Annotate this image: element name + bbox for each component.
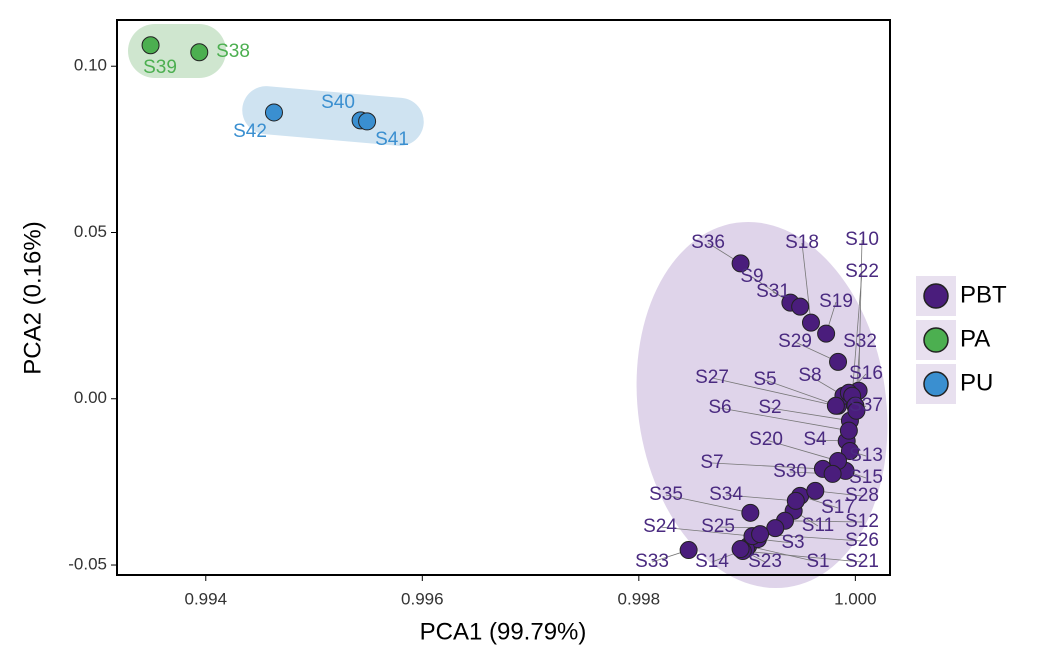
leader-line xyxy=(665,494,751,514)
data-point xyxy=(839,421,858,440)
legend-swatch xyxy=(923,283,949,309)
point-label: S33 xyxy=(635,551,669,572)
data-point xyxy=(358,112,377,131)
data-point xyxy=(786,491,805,510)
leader-line xyxy=(742,550,863,563)
leader-line xyxy=(851,271,863,396)
pu-hull xyxy=(242,86,424,146)
point-label: S26 xyxy=(845,530,879,551)
x-tick-label: 0.998 xyxy=(618,589,661,608)
point-label: S40 xyxy=(321,92,355,113)
point-label: S35 xyxy=(649,484,683,505)
leader-line xyxy=(719,407,849,432)
x-tick-label: 1.000 xyxy=(834,589,877,608)
leader-line xyxy=(764,379,839,407)
data-point xyxy=(823,464,842,483)
data-point xyxy=(731,254,750,273)
data-point xyxy=(190,43,209,62)
y-tick-label: 0.00 xyxy=(74,388,107,407)
point-label: S12 xyxy=(845,511,879,532)
leader-line xyxy=(801,242,812,323)
leader-line xyxy=(765,439,839,462)
x-tick-label: 0.994 xyxy=(185,589,228,608)
point-label: S37 xyxy=(849,395,883,416)
point-label: S9 xyxy=(740,266,763,287)
point-label: S20 xyxy=(749,429,783,450)
data-point xyxy=(741,503,760,522)
y-axis-title: PCA2 (0.16%) xyxy=(19,221,46,374)
legend-swatch xyxy=(923,371,949,397)
data-point xyxy=(826,396,845,415)
point-label: S17 xyxy=(821,497,855,518)
legend-label: PU xyxy=(960,369,993,396)
data-point xyxy=(751,525,770,544)
point-label: S5 xyxy=(753,369,776,390)
legend-swatch xyxy=(923,327,949,353)
leader-line xyxy=(858,239,863,391)
point-label: S11 xyxy=(802,515,834,536)
plot-frame xyxy=(116,19,891,576)
x-tick-label: 0.996 xyxy=(401,589,444,608)
leader-line xyxy=(769,407,851,422)
data-point xyxy=(731,540,750,559)
data-point xyxy=(679,541,698,560)
point-label: S14 xyxy=(695,551,729,572)
data-point xyxy=(847,401,866,420)
data-point xyxy=(806,481,825,500)
point-label: S1 xyxy=(806,551,829,572)
point-label: S2 xyxy=(758,397,781,418)
point-label: S36 xyxy=(691,232,725,253)
data-point xyxy=(264,103,283,122)
leader-line xyxy=(784,520,863,523)
leader-line xyxy=(725,494,796,502)
data-point xyxy=(840,441,859,460)
point-label: S42 xyxy=(233,121,267,142)
leader-line xyxy=(659,526,753,537)
point-label: S25 xyxy=(701,516,735,537)
point-label: S30 xyxy=(773,461,807,482)
point-label: S38 xyxy=(216,41,250,62)
y-tick-label: 0.05 xyxy=(74,222,107,241)
point-label: S23 xyxy=(748,551,782,572)
x-axis-title: PCA1 (99.79%) xyxy=(420,618,587,645)
point-label: S10 xyxy=(845,229,879,250)
point-label: S24 xyxy=(643,516,677,537)
point-label: S8 xyxy=(798,365,821,386)
leader-line xyxy=(711,377,836,407)
point-label: S21 xyxy=(845,551,879,572)
legend-label: PBT xyxy=(960,281,1007,308)
point-label: S6 xyxy=(708,397,731,418)
data-point xyxy=(791,297,810,316)
data-point xyxy=(141,36,160,55)
point-label: S41 xyxy=(375,129,409,150)
point-label: S7 xyxy=(700,452,723,473)
point-label: S16 xyxy=(849,363,883,384)
point-label: S32 xyxy=(843,331,877,352)
leader-line xyxy=(711,462,823,470)
point-label: S4 xyxy=(803,429,827,450)
point-label: S34 xyxy=(709,484,743,505)
pbt-hull xyxy=(636,221,888,589)
point-label: S27 xyxy=(695,367,729,388)
leader-line xyxy=(748,545,819,563)
point-label: S29 xyxy=(778,331,812,352)
legend-label: PA xyxy=(960,325,990,352)
data-point xyxy=(829,352,848,371)
point-label: S18 xyxy=(785,232,819,253)
point-label: S39 xyxy=(143,57,177,78)
point-label: S3 xyxy=(781,532,804,553)
point-label: S31 xyxy=(756,281,790,302)
y-tick-label: 0.10 xyxy=(74,56,107,75)
point-label: S15 xyxy=(849,467,883,488)
point-label: S28 xyxy=(845,485,879,506)
point-label: S13 xyxy=(849,445,883,466)
data-point xyxy=(801,313,820,332)
y-tick-label: -0.05 xyxy=(68,555,107,574)
data-point xyxy=(817,324,836,343)
point-label: S22 xyxy=(845,261,879,282)
point-label: S19 xyxy=(819,291,853,312)
